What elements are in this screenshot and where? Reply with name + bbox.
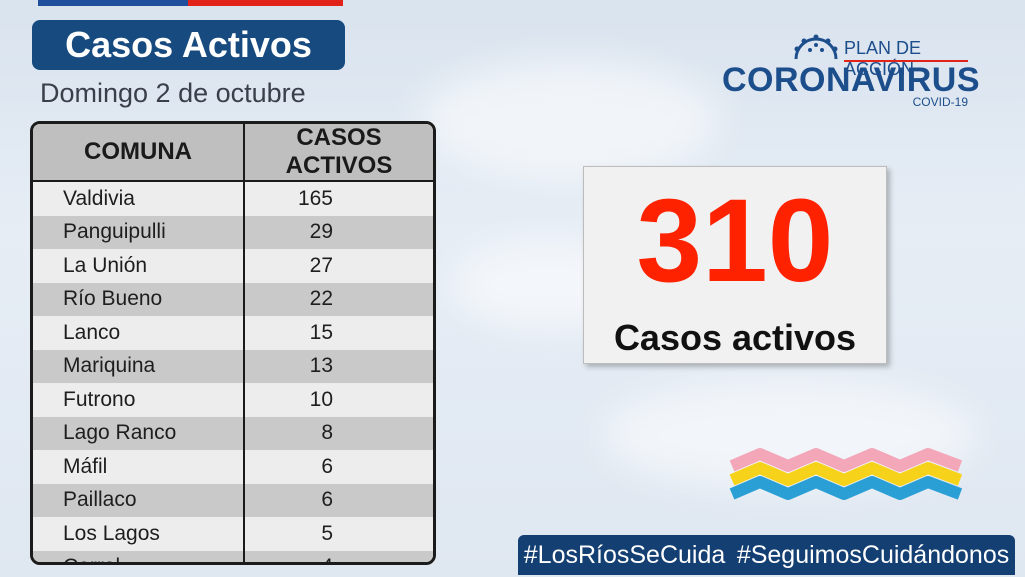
page-title: Casos Activos: [32, 20, 345, 70]
casos-cell: 165: [244, 181, 433, 216]
hashtag-losrios: #LosRíosSeCuida: [523, 540, 726, 569]
comuna-cell: Lago Ranco: [33, 416, 245, 450]
casos-cell: 6: [244, 450, 433, 484]
logo-divider: [844, 60, 968, 62]
comuna-cell: Máfil: [33, 450, 245, 484]
comuna-cell: Panguipulli: [33, 215, 245, 249]
casos-cell: 4: [244, 550, 433, 562]
flag-stripe: [38, 0, 343, 6]
casos-cell: 10: [244, 383, 433, 417]
table-row: Valdivia 165: [33, 181, 433, 216]
table-row: Río Bueno 22: [33, 282, 433, 316]
logo-name: CORONAVIRUS: [722, 61, 980, 99]
casos-cell: 5: [244, 517, 433, 551]
table-header-row: COMUNA CASOS ACTIVOS: [33, 124, 433, 182]
casos-cell: 6: [244, 483, 433, 517]
column-header-casos: CASOS ACTIVOS: [244, 124, 433, 182]
table-row: La Unión 27: [33, 249, 433, 283]
hashtag-seguimos: #SeguimosCuidándonos: [736, 540, 1010, 569]
total-cases-value: 310: [636, 175, 834, 307]
table-row: Máfil 6: [33, 450, 433, 484]
table-row: Paillaco 6: [33, 483, 433, 517]
coronavirus-plan-logo: PLAN DE ACCIÓN CORONAVIRUS COVID-19: [722, 33, 980, 113]
table-row: Futrono 10: [33, 383, 433, 417]
table-row: Lago Ranco 8: [33, 416, 433, 450]
hashtag-banner: #LosRíosSeCuida #SeguimosCuidándonos: [518, 535, 1015, 575]
comuna-cell: La Unión: [33, 249, 245, 283]
logo-sub: COVID-19: [912, 95, 968, 109]
virus-icon: [794, 34, 838, 59]
table-row: Corral4: [33, 550, 433, 562]
page-title-text: Casos Activos: [65, 24, 312, 65]
casos-cell: 22: [244, 282, 433, 316]
casos-cell: 29: [244, 215, 433, 249]
report-date: Domingo 2 de octubre: [40, 78, 306, 108]
casos-cell: 13: [244, 349, 433, 383]
comuna-cell: Paillaco: [33, 483, 245, 517]
table-row: Lanco 15: [33, 316, 433, 350]
background-cloud: [420, 60, 720, 180]
logo-plan-text: PLAN DE ACCIÓN: [844, 38, 922, 79]
comuna-cell: Valdivia: [33, 181, 245, 216]
total-cases-card: 310 Casos activos: [583, 166, 887, 364]
casos-cell: 15: [244, 316, 433, 350]
cases-table: COMUNA CASOS ACTIVOS Valdivia 165 Panguip…: [30, 121, 436, 565]
comuna-cell: Río Bueno: [33, 282, 245, 316]
regional-waves-logo: [729, 448, 963, 500]
comuna-cell: Los Lagos: [33, 517, 245, 551]
casos-cell: 27: [244, 249, 433, 283]
comuna-cell: Lanco: [33, 316, 245, 350]
table-row: Panguipulli 29: [33, 215, 433, 249]
table-row: Mariquina 13: [33, 349, 433, 383]
column-header-comuna: COMUNA: [33, 124, 245, 182]
comuna-cell: Mariquina: [33, 349, 245, 383]
casos-cell: 8: [244, 416, 433, 450]
comuna-cell: Futrono: [33, 383, 245, 417]
comuna-cell: Corral: [33, 550, 245, 562]
table-row: Los Lagos 5: [33, 517, 433, 551]
total-cases-label: Casos activos: [613, 317, 857, 358]
